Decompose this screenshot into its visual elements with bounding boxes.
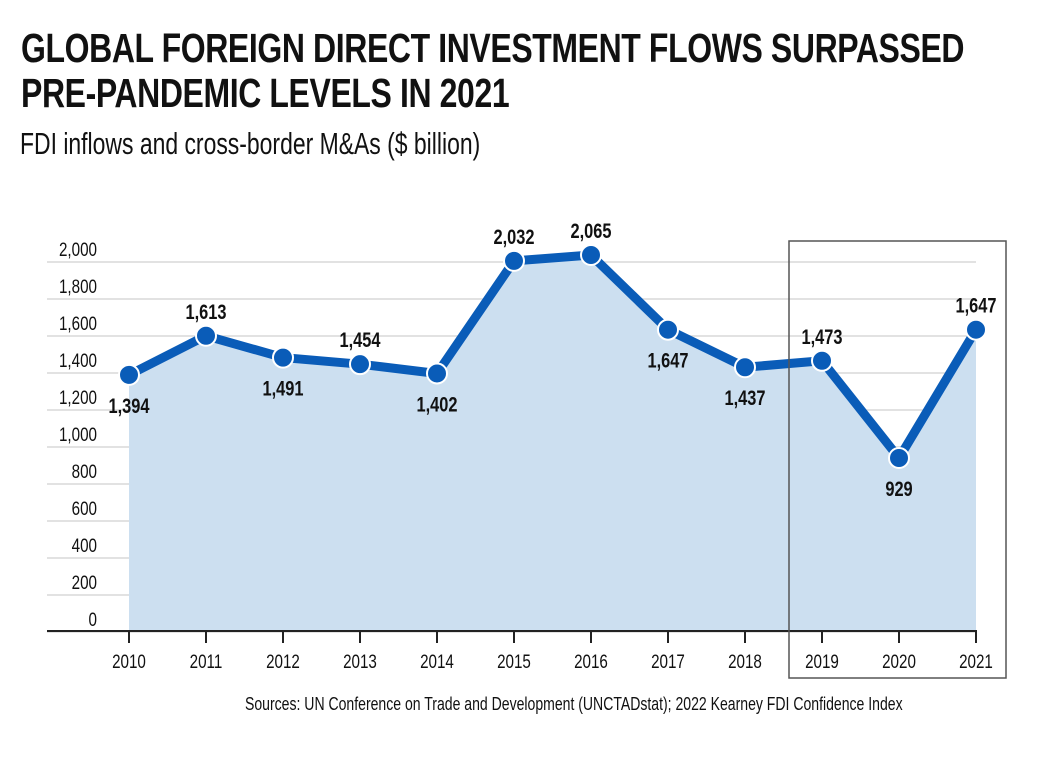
data-label-2019: 1,473 <box>802 325 843 348</box>
data-point-2010 <box>118 363 140 386</box>
x-tick-label: 2013 <box>343 650 377 672</box>
chart-title-line-1: GLOBAL FOREIGN DIRECT INVESTMENT FLOWS S… <box>21 25 965 71</box>
x-tick-label: 2018 <box>728 650 762 672</box>
data-label-2012: 1,491 <box>263 377 304 400</box>
data-label-2021: 1,647 <box>956 294 997 317</box>
data-point-2019 <box>811 349 833 372</box>
x-tick-label: 2020 <box>882 650 916 672</box>
x-tick-label: 2012 <box>266 650 300 672</box>
data-label-2018: 1,437 <box>725 386 766 409</box>
chart-title: GLOBAL FOREIGN DIRECT INVESTMENT FLOWS S… <box>21 26 964 116</box>
y-tick-label: 0 <box>89 608 97 630</box>
y-tick-label: 200 <box>72 571 97 593</box>
x-tick-label: 2010 <box>112 650 146 672</box>
y-tick-label: 1,600 <box>59 312 97 334</box>
y-tick-label: 1,400 <box>59 349 97 371</box>
data-label-2016: 2,065 <box>571 219 612 242</box>
data-point-2016 <box>580 244 602 266</box>
data-point-2014 <box>426 362 448 385</box>
y-tick-label: 1,000 <box>59 423 97 445</box>
x-tick-label: 2011 <box>190 650 223 672</box>
data-label-2011: 1,613 <box>186 300 227 323</box>
series-line <box>126 250 980 463</box>
chart-subtitle: FDI inflows and cross-border M&As ($ bil… <box>20 126 481 161</box>
data-point-2021 <box>965 318 987 341</box>
x-tick-label: 2014 <box>420 650 454 672</box>
data-points <box>118 244 987 470</box>
chart-title-line-2: PRE-PANDEMIC LEVELS IN 2021 <box>21 70 510 116</box>
y-tick-label: 600 <box>72 497 97 519</box>
data-label-2014: 1,402 <box>417 393 458 416</box>
data-point-2015 <box>503 249 525 272</box>
data-point-2020 <box>888 447 910 470</box>
source-note: Sources: UN Conference on Trade and Deve… <box>245 694 903 714</box>
x-tick-label: 2016 <box>574 650 608 672</box>
y-axis-tick-labels: 2,000 1,800 1,600 1,400 1,200 1,000 800 600 400 2… <box>59 238 97 630</box>
x-axis-ticks: 2010 2011 2012 2013 2014 2015 2016 2017 2018 2019… <box>112 631 993 672</box>
data-label-2015: 2,032 <box>494 225 535 248</box>
x-tick-label: 2017 <box>651 650 685 672</box>
data-label-2020: 929 <box>885 477 912 500</box>
y-tick-label: 800 <box>72 460 97 482</box>
x-tick-label: 2015 <box>497 650 531 672</box>
data-point-2012 <box>272 346 294 369</box>
data-labels: 1,394 1,613 1,491 1,454 1,402 2,032 2,065 1,647… <box>109 219 997 500</box>
data-label-2010: 1,394 <box>109 394 150 417</box>
x-tick-label: 2019 <box>805 650 839 672</box>
y-tick-label: 2,000 <box>59 238 97 260</box>
data-point-2017 <box>657 318 679 341</box>
y-tick-label: 1,800 <box>59 275 97 297</box>
y-tick-label: 400 <box>72 534 97 556</box>
x-tick-label: 2021 <box>959 650 993 672</box>
area-fill <box>129 255 976 631</box>
data-label-2017: 1,647 <box>648 349 689 372</box>
data-point-2011 <box>195 324 217 347</box>
highlight-box-2019-2021 <box>788 240 1007 679</box>
data-label-2013: 1,454 <box>340 328 381 351</box>
y-tick-label: 1,200 <box>59 386 97 408</box>
data-point-2013 <box>349 353 371 376</box>
data-point-2018 <box>734 356 756 379</box>
